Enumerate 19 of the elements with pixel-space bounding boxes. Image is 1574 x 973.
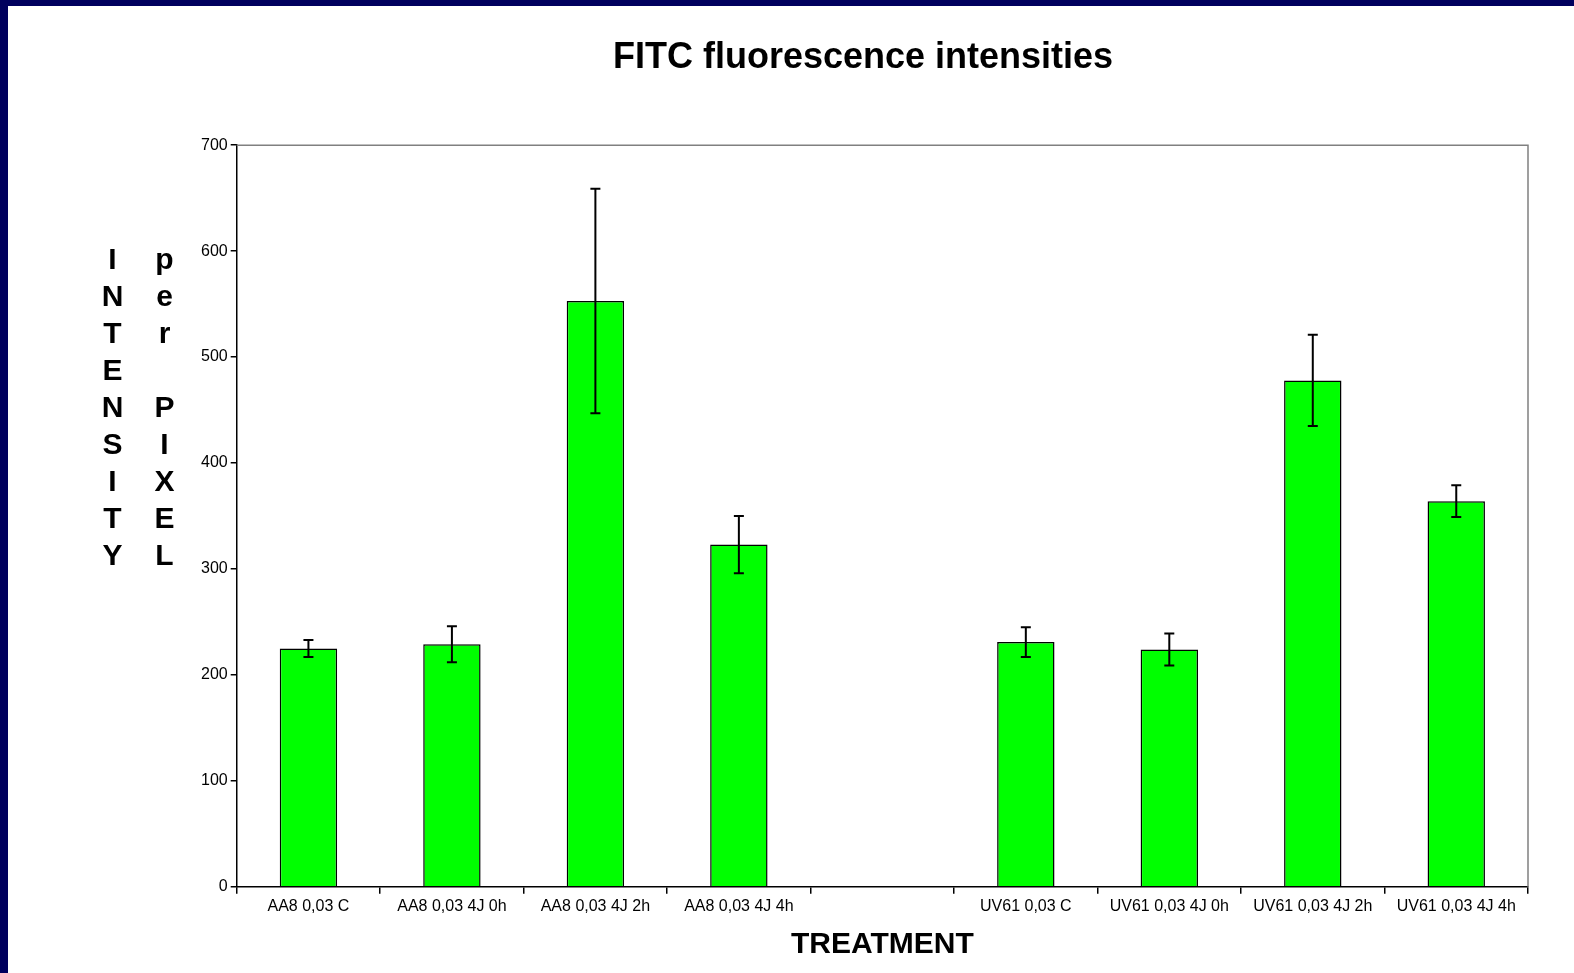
x-tick-label: AA8 0,03 C xyxy=(267,896,350,914)
y-tick-label: 500 xyxy=(200,347,228,365)
chart-title: FITC fluorescence intensities xyxy=(612,34,1114,76)
y-tick-label: 100 xyxy=(200,771,228,789)
x-tick-label: UV61 0,03 C xyxy=(980,896,1072,914)
y-axis-title: INTENSITY per PIXEL xyxy=(95,242,182,577)
x-tick-label: AA8 0,03 4J 0h xyxy=(397,896,507,914)
x-axis-title: TREATMENT xyxy=(790,926,974,960)
y-tick-label: 600 xyxy=(200,241,228,259)
y-tick-label: 0 xyxy=(218,877,228,895)
x-tick-label: AA8 0,03 4J 2h xyxy=(540,896,651,914)
x-tick-label: UV61 0,03 4J 4h xyxy=(1396,896,1516,914)
x-tick-label: UV61 0,03 4J 0h xyxy=(1109,896,1229,914)
y-tick-label: 400 xyxy=(200,453,228,471)
y-tick-label: 700 xyxy=(200,135,228,153)
y-tick-label: 200 xyxy=(200,665,228,683)
x-tick-label: UV61 0,03 4J 2h xyxy=(1253,896,1373,914)
y-tick-label: 300 xyxy=(200,559,228,577)
x-tick-label: AA8 0,03 4J 4h xyxy=(684,896,794,914)
